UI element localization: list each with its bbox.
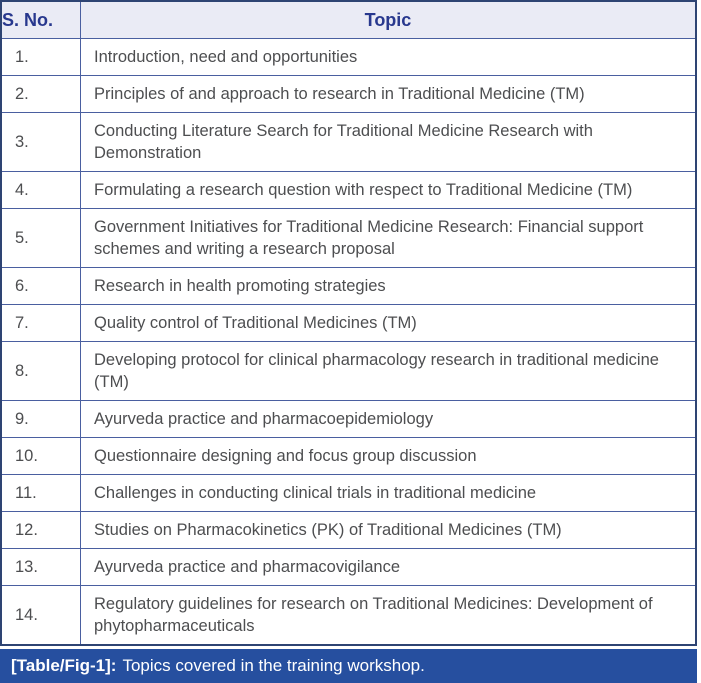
row-topic: Ayurveda practice and pharmacoepidemiolo… xyxy=(80,400,697,438)
row-topic: Government Initiatives for Traditional M… xyxy=(80,208,697,268)
row-topic: Regulatory guidelines for research on Tr… xyxy=(80,585,697,646)
caption-label: [Table/Fig-1]: xyxy=(11,656,117,675)
row-topic: Principles of and approach to research i… xyxy=(80,75,697,113)
row-topic: Ayurveda practice and pharmacovigilance xyxy=(80,548,697,586)
row-number: 14. xyxy=(0,585,81,646)
table-row: 2. Principles of and approach to researc… xyxy=(0,75,697,113)
table-row: 6. Research in health promoting strategi… xyxy=(0,267,697,305)
table-row: 4. Formulating a research question with … xyxy=(0,171,697,209)
row-number: 5. xyxy=(0,208,81,268)
table-row: 9. Ayurveda practice and pharmacoepidemi… xyxy=(0,400,697,438)
table-row: 8. Developing protocol for clinical phar… xyxy=(0,341,697,401)
table-row: 14. Regulatory guidelines for research o… xyxy=(0,585,697,646)
topics-table-body: 1. Introduction, need and opportunities … xyxy=(0,38,697,646)
table-row: 13. Ayurveda practice and pharmacovigila… xyxy=(0,548,697,586)
row-topic: Questionnaire designing and focus group … xyxy=(80,437,697,475)
header-sno: S. No. xyxy=(0,0,81,39)
caption-text: Topics covered in the training workshop. xyxy=(122,656,425,675)
row-topic: Challenges in conducting clinical trials… xyxy=(80,474,697,512)
row-topic: Introduction, need and opportunities xyxy=(80,38,697,76)
row-number: 9. xyxy=(0,400,81,438)
row-topic: Studies on Pharmacokinetics (PK) of Trad… xyxy=(80,511,697,549)
row-number: 4. xyxy=(0,171,81,209)
table-row: 1. Introduction, need and opportunities xyxy=(0,38,697,76)
row-topic: Research in health promoting strategies xyxy=(80,267,697,305)
row-number: 6. xyxy=(0,267,81,305)
row-number: 10. xyxy=(0,437,81,475)
row-topic: Formulating a research question with res… xyxy=(80,171,697,209)
topics-table-header: S. No. Topic xyxy=(0,0,697,39)
row-topic: Developing protocol for clinical pharmac… xyxy=(80,341,697,401)
row-topic: Conducting Literature Search for Traditi… xyxy=(80,112,697,172)
row-number: 3. xyxy=(0,112,81,172)
table-row: 5. Government Initiatives for Traditiona… xyxy=(0,208,697,268)
header-row: S. No. Topic xyxy=(0,0,697,39)
row-topic: Quality control of Traditional Medicines… xyxy=(80,304,697,342)
header-topic: Topic xyxy=(80,0,697,39)
row-number: 8. xyxy=(0,341,81,401)
row-number: 1. xyxy=(0,38,81,76)
table-row: 3. Conducting Literature Search for Trad… xyxy=(0,112,697,172)
table-row: 7. Quality control of Traditional Medici… xyxy=(0,304,697,342)
figure-caption: [Table/Fig-1]: Topics covered in the trai… xyxy=(0,649,697,683)
row-number: 12. xyxy=(0,511,81,549)
row-number: 13. xyxy=(0,548,81,586)
table-row: 11. Challenges in conducting clinical tr… xyxy=(0,474,697,512)
table-row: 10. Questionnaire designing and focus gr… xyxy=(0,437,697,475)
topics-table: S. No. Topic 1. Introduction, need and o… xyxy=(0,0,697,646)
table-row: 12. Studies on Pharmacokinetics (PK) of … xyxy=(0,511,697,549)
row-number: 7. xyxy=(0,304,81,342)
row-number: 2. xyxy=(0,75,81,113)
row-number: 11. xyxy=(0,474,81,512)
